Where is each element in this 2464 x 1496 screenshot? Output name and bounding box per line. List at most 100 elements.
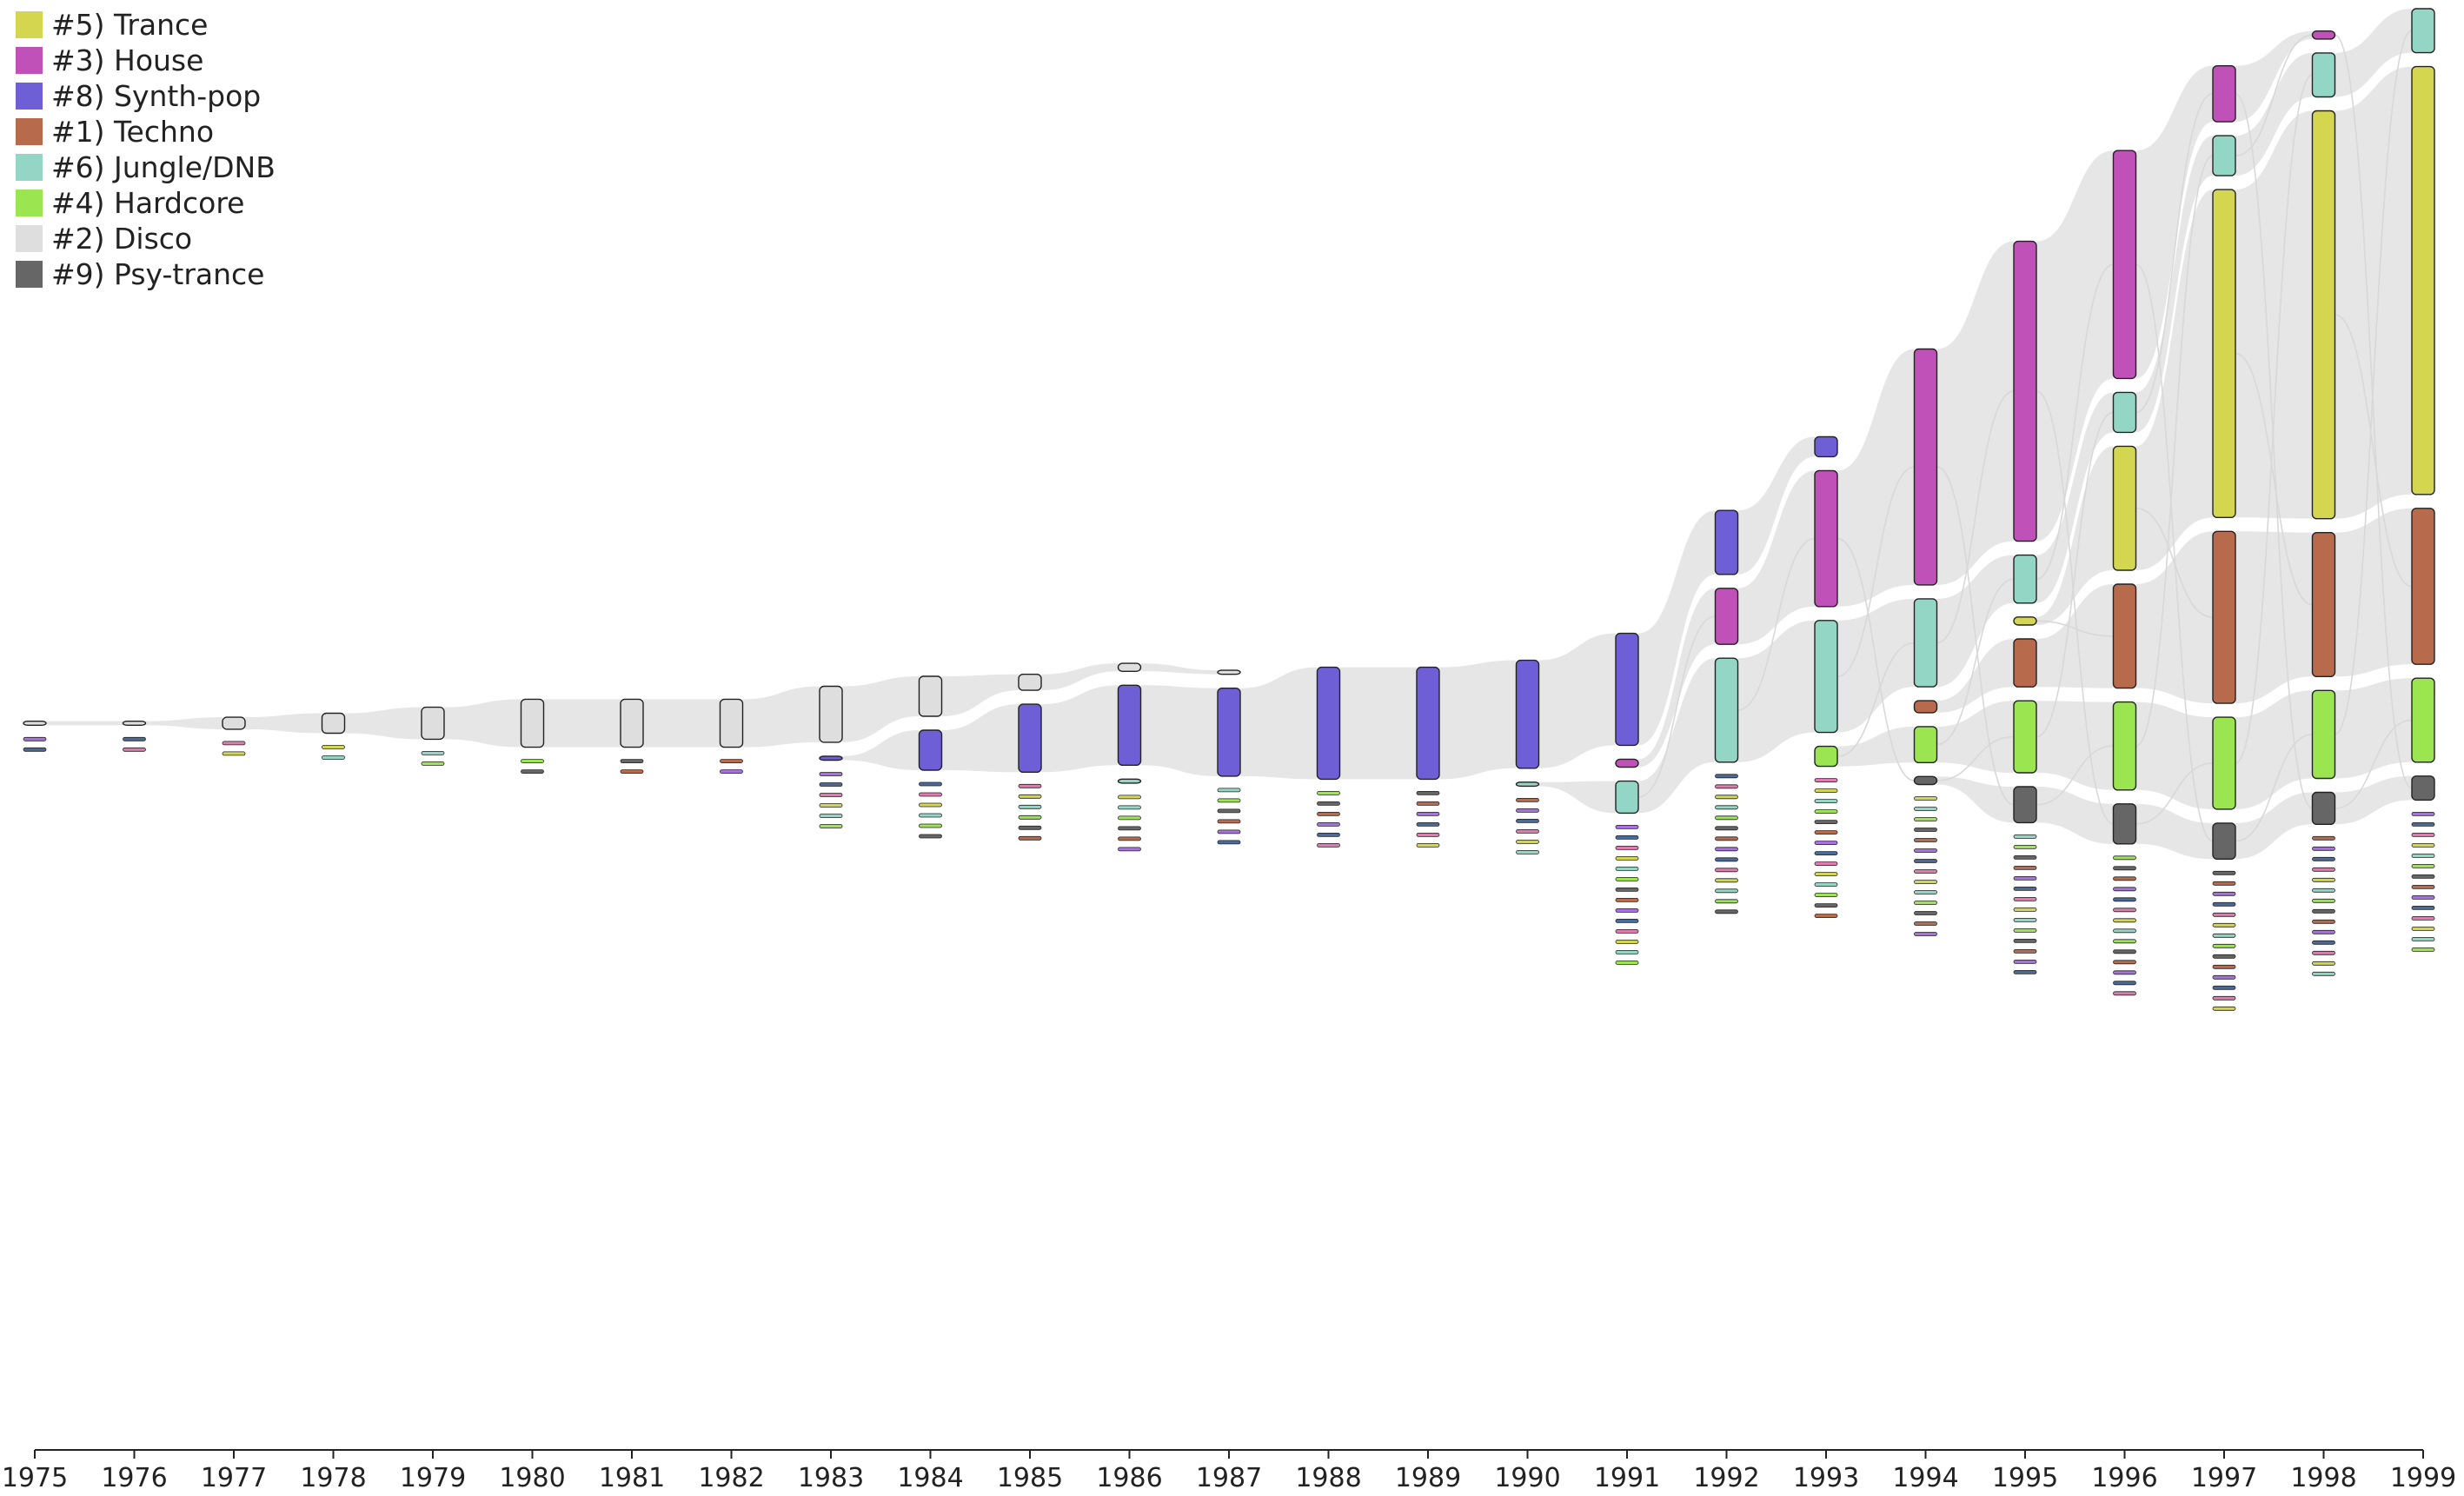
minor-cluster-node <box>2411 874 2435 879</box>
flow-band <box>2036 150 2114 542</box>
minor-cluster-node <box>720 769 743 774</box>
genre-node <box>2411 775 2435 801</box>
minor-cluster-node <box>2113 855 2136 861</box>
minor-cluster-node <box>1814 893 1838 897</box>
genre-node <box>520 698 545 748</box>
minor-cluster-node <box>919 792 942 797</box>
minor-cluster-node <box>2411 947 2435 952</box>
legend-label: #4) Hardcore <box>51 186 245 220</box>
x-tick-label: 1989 <box>1395 1463 1461 1493</box>
legend-item: #2) Disco <box>16 221 276 256</box>
minor-cluster-node <box>1715 784 1738 789</box>
minor-cluster-node <box>2013 949 2037 954</box>
flow-band <box>1041 685 1119 773</box>
flow-band <box>1936 241 2014 585</box>
minor-cluster-node <box>123 747 146 752</box>
flow-band <box>2036 787 2114 844</box>
flow-band <box>842 676 920 742</box>
minor-cluster-node <box>2113 939 2136 944</box>
genre-node <box>1117 684 1142 766</box>
flow-band <box>543 699 621 748</box>
minor-cluster-node <box>2411 822 2435 827</box>
genre-node <box>1615 632 1639 747</box>
thin-branch-lines <box>1637 30 2413 842</box>
minor-cluster-node <box>1416 801 1440 806</box>
minor-cluster-node <box>1217 788 1241 793</box>
genre-node <box>122 721 147 727</box>
minor-cluster-node <box>1814 778 1838 782</box>
flow-band <box>1737 620 1815 762</box>
genre-node <box>1018 674 1042 691</box>
genre-node <box>2212 716 2236 810</box>
x-tick-label: 1982 <box>698 1463 764 1493</box>
branch-line <box>2334 30 2413 735</box>
minor-cluster-node <box>2411 854 2435 858</box>
genre-node <box>2411 508 2435 665</box>
minor-cluster-node <box>2113 949 2136 954</box>
minor-cluster-node <box>2411 937 2435 941</box>
minor-cluster-node <box>1715 868 1738 873</box>
minor-cluster-node <box>1416 843 1440 848</box>
minor-cluster-node <box>222 751 246 756</box>
flow-band <box>1936 776 2014 823</box>
flow-band <box>2135 65 2213 379</box>
minor-cluster-node <box>1914 838 1937 842</box>
minor-cluster-node <box>1715 888 1738 894</box>
legend-label: #1) Techno <box>51 115 215 149</box>
flow-band <box>2235 531 2313 704</box>
minor-cluster-node <box>2312 971 2335 976</box>
minor-cluster-node <box>2013 970 2037 974</box>
genre-node <box>918 729 943 771</box>
minor-cluster-node <box>2411 927 2435 931</box>
minor-cluster-node <box>2013 918 2037 922</box>
flow-band <box>1737 470 1815 645</box>
minor-cluster-node <box>1516 829 1539 834</box>
branch-line <box>1637 615 1716 798</box>
flow-band <box>2334 66 2412 519</box>
genre-node <box>2311 689 2336 780</box>
minor-cluster-node <box>1715 909 1738 914</box>
minor-cluster-node <box>2212 891 2236 896</box>
minor-cluster-node <box>1914 859 1937 863</box>
legend: #5) Trance #3) House #8) Synth-pop #1) T… <box>16 7 276 292</box>
minor-cluster-node <box>1715 899 1738 904</box>
minor-cluster-node <box>1018 794 1042 799</box>
minor-cluster-node <box>1615 919 1639 923</box>
minor-cluster-node <box>1715 878 1738 883</box>
minor-cluster-node <box>1217 798 1241 803</box>
x-tick-label: 1997 <box>2191 1463 2257 1493</box>
minor-cluster-node <box>1615 877 1639 881</box>
minor-cluster-node <box>2013 834 2037 839</box>
legend-swatch <box>16 261 43 288</box>
minor-cluster-node <box>819 803 843 808</box>
genre-node <box>1515 781 1540 788</box>
minor-cluster-markers <box>23 736 2435 1011</box>
minor-cluster-node <box>919 813 942 818</box>
genre-node <box>1913 598 1938 688</box>
flow-band <box>2235 110 2313 519</box>
minor-cluster-node <box>1715 826 1738 831</box>
branch-line <box>2235 93 2313 809</box>
branch-line <box>1936 735 2015 781</box>
genre-node <box>1913 348 1938 586</box>
minor-cluster-node <box>1317 843 1340 848</box>
genre-node <box>1515 659 1540 769</box>
genre-node <box>1814 436 1838 458</box>
genre-node <box>222 716 246 730</box>
flow-band <box>344 707 422 740</box>
branch-line <box>1936 466 2015 806</box>
branch-line <box>2036 390 2114 825</box>
minor-cluster-node <box>1914 880 1937 884</box>
branch-line <box>1836 466 1915 677</box>
minor-cluster-node <box>819 814 843 818</box>
minor-cluster-node <box>2312 877 2335 882</box>
genre-node <box>2112 150 2137 380</box>
legend-label: #6) Jungle/DNB <box>51 150 276 184</box>
branch-line <box>2235 352 2313 606</box>
minor-cluster-node <box>1814 820 1838 824</box>
genre-node <box>2212 189 2236 519</box>
minor-cluster-node <box>1814 882 1838 887</box>
x-tick-label: 1984 <box>897 1463 963 1493</box>
minor-cluster-node <box>2411 885 2435 889</box>
minor-cluster-node <box>1814 861 1838 866</box>
